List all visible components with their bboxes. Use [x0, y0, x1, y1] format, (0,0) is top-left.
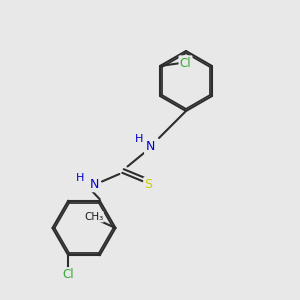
Text: Cl: Cl [180, 56, 191, 70]
Text: Cl: Cl [62, 268, 74, 281]
Text: N: N [90, 178, 99, 191]
Text: H: H [76, 173, 85, 183]
Text: S: S [145, 178, 152, 191]
Text: CH₃: CH₃ [84, 212, 103, 222]
Text: H: H [135, 134, 144, 144]
Text: N: N [145, 140, 155, 154]
